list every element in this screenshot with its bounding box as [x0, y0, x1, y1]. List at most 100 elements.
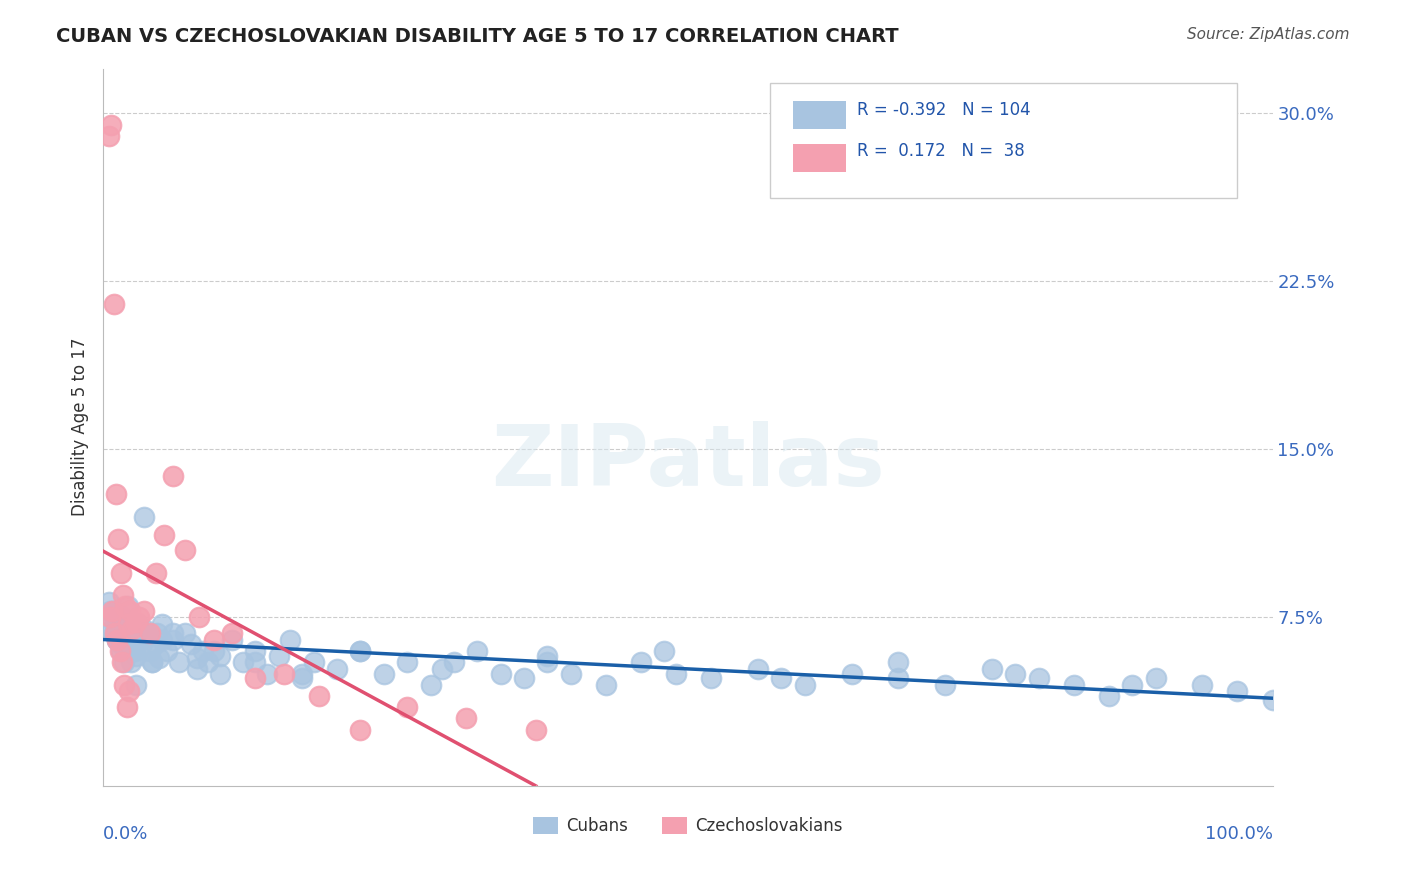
- Point: [197, 655, 219, 669]
- Point: [100, 118, 122, 132]
- Point: [465, 644, 488, 658]
- Point: [273, 666, 295, 681]
- Point: [887, 671, 910, 685]
- Point: [107, 532, 129, 546]
- Point: [111, 588, 134, 602]
- Point: [146, 626, 169, 640]
- Point: [432, 662, 454, 676]
- Point: [104, 487, 127, 501]
- Point: [419, 678, 441, 692]
- Point: [132, 604, 155, 618]
- Point: [188, 610, 211, 624]
- Point: [101, 624, 124, 638]
- Point: [114, 599, 136, 614]
- Point: [128, 610, 150, 624]
- Point: [118, 684, 141, 698]
- Point: [114, 632, 136, 647]
- Point: [1144, 671, 1167, 685]
- Point: [115, 637, 138, 651]
- Point: [148, 650, 170, 665]
- Point: [125, 615, 148, 629]
- Legend: Cubans, Czechoslovakians: Cubans, Czechoslovakians: [526, 810, 849, 842]
- Point: [665, 666, 688, 681]
- Point: [1226, 684, 1249, 698]
- Point: [396, 700, 419, 714]
- Point: [221, 632, 243, 647]
- Point: [513, 671, 536, 685]
- Point: [101, 604, 124, 618]
- Point: [186, 662, 208, 676]
- Point: [104, 626, 127, 640]
- Point: [887, 655, 910, 669]
- Point: [174, 626, 197, 640]
- Point: [793, 678, 815, 692]
- Point: [103, 626, 125, 640]
- Point: [630, 655, 652, 669]
- Point: [536, 648, 558, 663]
- Point: [117, 617, 139, 632]
- Point: [267, 648, 290, 663]
- Point: [122, 632, 145, 647]
- Point: [349, 644, 371, 658]
- Point: [153, 527, 176, 541]
- Point: [121, 622, 143, 636]
- Point: [98, 610, 121, 624]
- Point: [302, 655, 325, 669]
- Point: [191, 644, 214, 658]
- Point: [131, 637, 153, 651]
- Point: [98, 128, 121, 143]
- Point: [243, 671, 266, 685]
- Point: [162, 469, 184, 483]
- Point: [118, 604, 141, 618]
- Point: [256, 666, 278, 681]
- Point: [841, 666, 863, 681]
- Point: [104, 617, 127, 632]
- Point: [278, 632, 301, 647]
- Point: [139, 644, 162, 658]
- Bar: [793, 144, 845, 172]
- Point: [115, 700, 138, 714]
- Point: [1261, 693, 1284, 707]
- Point: [110, 644, 132, 658]
- Point: [700, 671, 723, 685]
- Point: [291, 671, 314, 685]
- Point: [150, 632, 173, 647]
- Point: [489, 666, 512, 681]
- Point: [232, 655, 254, 669]
- Point: [128, 632, 150, 647]
- Point: [105, 632, 128, 647]
- Point: [117, 617, 139, 632]
- Point: [141, 655, 163, 669]
- Point: [117, 599, 139, 614]
- Point: [143, 637, 166, 651]
- Point: [120, 655, 142, 669]
- Text: R =  0.172   N =  38: R = 0.172 N = 38: [858, 142, 1025, 160]
- Text: Source: ZipAtlas.com: Source: ZipAtlas.com: [1187, 27, 1350, 42]
- Y-axis label: Disability Age 5 to 17: Disability Age 5 to 17: [72, 338, 89, 516]
- Point: [111, 622, 134, 636]
- Point: [105, 632, 128, 647]
- Point: [107, 619, 129, 633]
- Point: [112, 626, 135, 640]
- Point: [125, 648, 148, 663]
- Point: [243, 644, 266, 658]
- Point: [110, 566, 132, 580]
- Point: [595, 678, 617, 692]
- Point: [536, 655, 558, 669]
- Point: [127, 617, 149, 632]
- Point: [209, 648, 232, 663]
- Point: [209, 666, 232, 681]
- Point: [145, 566, 167, 580]
- Point: [156, 644, 179, 658]
- Point: [186, 650, 208, 665]
- Point: [100, 610, 122, 624]
- Point: [103, 297, 125, 311]
- Point: [162, 626, 184, 640]
- Text: R = -0.392   N = 104: R = -0.392 N = 104: [858, 101, 1031, 120]
- Point: [108, 608, 131, 623]
- Point: [654, 644, 676, 658]
- Point: [1004, 666, 1026, 681]
- Point: [125, 678, 148, 692]
- Point: [1028, 671, 1050, 685]
- Point: [141, 655, 163, 669]
